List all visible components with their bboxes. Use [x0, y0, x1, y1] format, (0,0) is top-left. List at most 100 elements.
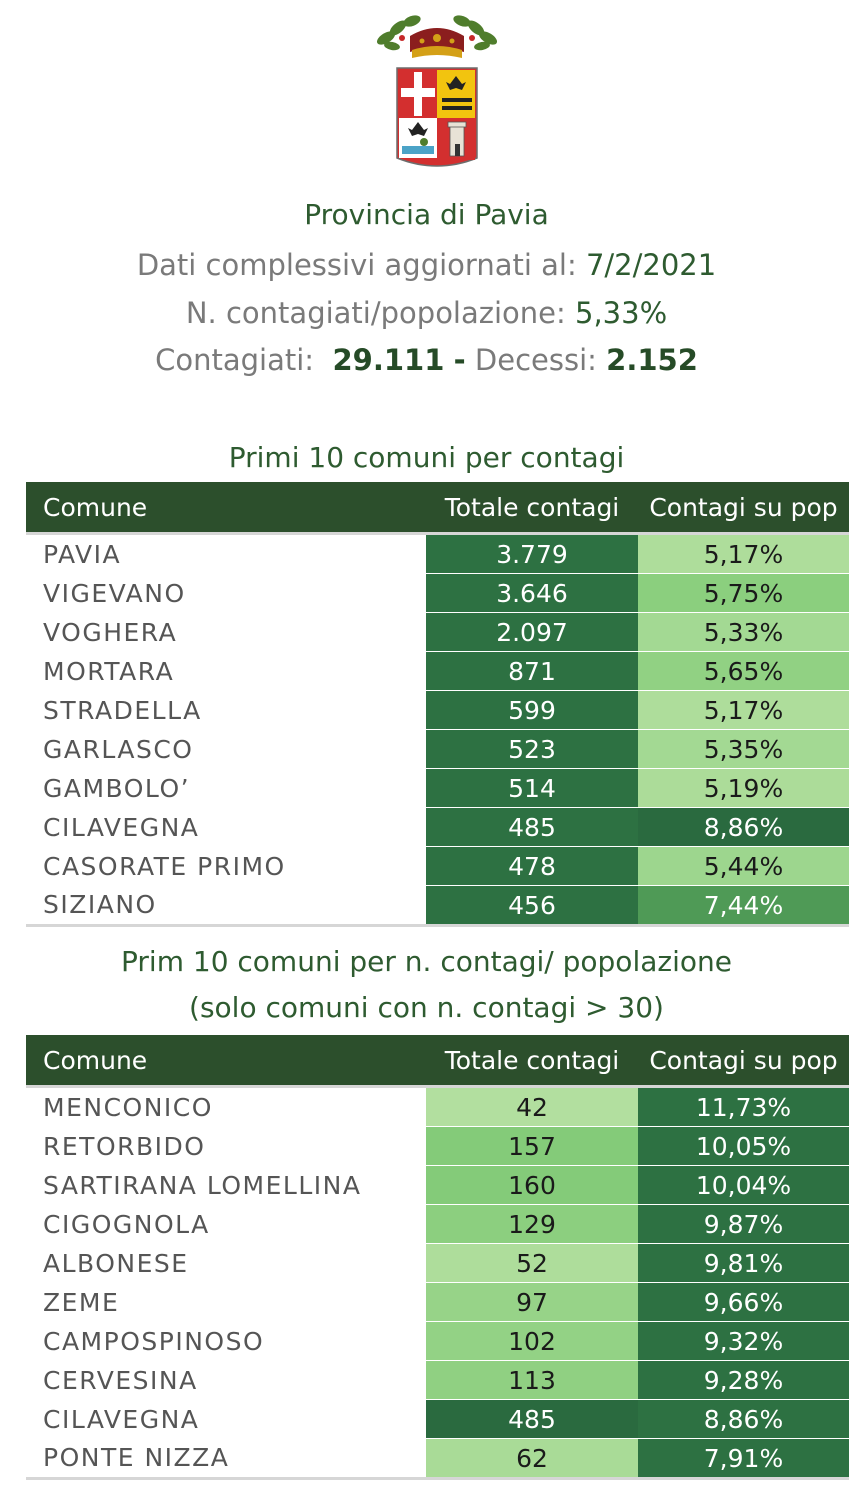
- cell-contagi-su-pop: 8,86%: [638, 807, 849, 847]
- cell-totale-contagi: 160: [426, 1165, 638, 1205]
- cell-contagi-su-pop: 9,87%: [638, 1204, 849, 1244]
- cell-comune: STRADELLA: [26, 690, 426, 730]
- cell-comune: SIZIANO: [26, 885, 426, 927]
- cell-totale-contagi: 2.097: [426, 612, 638, 652]
- cell-totale-contagi: 456: [426, 885, 638, 927]
- cell-contagi-su-pop: 10,04%: [638, 1165, 849, 1205]
- deaths-label: Decessi:: [474, 343, 597, 377]
- updated-label: Dati complessivi aggiornati al:: [136, 248, 577, 282]
- cell-totale-contagi: 62: [426, 1438, 638, 1480]
- cell-totale-contagi: 52: [426, 1243, 638, 1283]
- table-row: PONTE NIZZA 62 7,91%: [26, 1438, 849, 1480]
- table-header-row: Comune Totale contagi Contagi su pop: [26, 1035, 849, 1088]
- table-row: RETORBIDO 157 10,05%: [26, 1126, 849, 1166]
- table1-title: Primi 10 comuni per contagi: [228, 441, 625, 474]
- cell-comune: CERVESINA: [26, 1360, 426, 1400]
- table-row: VIGEVANO 3.646 5,75%: [26, 573, 849, 613]
- cell-totale-contagi: 514: [426, 768, 638, 808]
- cell-totale-contagi: 485: [426, 807, 638, 847]
- table-row: VOGHERA 2.097 5,33%: [26, 612, 849, 652]
- cell-totale-contagi: 599: [426, 690, 638, 730]
- table-row: GAMBOLO’ 514 5,19%: [26, 768, 849, 808]
- cell-totale-contagi: 3.646: [426, 573, 638, 613]
- table-row: CASORATE PRIMO 478 5,44%: [26, 846, 849, 886]
- cell-totale-contagi: 97: [426, 1282, 638, 1322]
- ratio-line: N. contagiati/popolazione: 5,33%: [0, 296, 853, 330]
- page-title: Provincia di Pavia: [304, 198, 549, 231]
- column-header-pct: Contagi su pop: [638, 482, 849, 535]
- cell-totale-contagi: 157: [426, 1126, 638, 1166]
- cell-comune: MORTARA: [26, 651, 426, 691]
- cell-contagi-su-pop: 5,17%: [638, 690, 849, 730]
- cell-contagi-su-pop: 5,75%: [638, 573, 849, 613]
- deaths-value: 2.152: [606, 343, 698, 377]
- table-row: CERVESINA 113 9,28%: [26, 1360, 849, 1400]
- cell-totale-contagi: 871: [426, 651, 638, 691]
- table-row: SARTIRANA LOMELLINA 160 10,04%: [26, 1165, 849, 1205]
- cell-totale-contagi: 478: [426, 846, 638, 886]
- table-row: PAVIA 3.779 5,17%: [26, 533, 849, 574]
- cell-contagi-su-pop: 5,33%: [638, 612, 849, 652]
- cell-contagi-su-pop: 5,17%: [638, 533, 849, 574]
- cell-comune: CASORATE PRIMO: [26, 846, 426, 886]
- column-header-pct: Contagi su pop: [638, 1035, 849, 1088]
- cell-contagi-su-pop: 5,44%: [638, 846, 849, 886]
- table-row: CAMPOSPINOSO 102 9,32%: [26, 1321, 849, 1361]
- table-row: ALBONESE 52 9,81%: [26, 1243, 849, 1283]
- table-row: CIGOGNOLA 129 9,87%: [26, 1204, 849, 1244]
- table-row: STRADELLA 599 5,17%: [26, 690, 849, 730]
- ratio-label: N. contagiati/popolazione:: [185, 296, 566, 330]
- infected-label: Contagiati:: [155, 343, 315, 377]
- cell-comune: PAVIA: [26, 533, 426, 574]
- cell-totale-contagi: 485: [426, 1399, 638, 1439]
- table-row: MENCONICO 42 11,73%: [26, 1086, 849, 1127]
- table-row: SIZIANO 456 7,44%: [26, 885, 849, 927]
- cell-comune: CILAVEGNA: [26, 1399, 426, 1439]
- cell-contagi-su-pop: 5,35%: [638, 729, 849, 769]
- updated-line: Dati complessivi aggiornati al: 7/2/2021: [0, 248, 853, 282]
- column-header-comune: Comune: [26, 1035, 426, 1088]
- totals-line: Contagiati: 29.111 - Decessi: 2.152: [0, 343, 853, 377]
- cell-contagi-su-pop: 11,73%: [638, 1086, 849, 1127]
- cell-comune: VOGHERA: [26, 612, 426, 652]
- cell-totale-contagi: 42: [426, 1086, 638, 1127]
- table-header-row: Comune Totale contagi Contagi su pop: [26, 482, 849, 535]
- table-row: CILAVEGNA 485 8,86%: [26, 1399, 849, 1439]
- cell-comune: CIGOGNOLA: [26, 1204, 426, 1244]
- cell-comune: RETORBIDO: [26, 1126, 426, 1166]
- cell-contagi-su-pop: 9,28%: [638, 1360, 849, 1400]
- cell-comune: ZEME: [26, 1282, 426, 1322]
- cell-comune: GAMBOLO’: [26, 768, 426, 808]
- column-header-comune: Comune: [26, 482, 426, 535]
- top-ratio-table: Comune Totale contagi Contagi su pop MEN…: [26, 1035, 849, 1480]
- cell-contagi-su-pop: 8,86%: [638, 1399, 849, 1439]
- cell-contagi-su-pop: 7,91%: [638, 1438, 849, 1480]
- cell-contagi-su-pop: 9,32%: [638, 1321, 849, 1361]
- column-header-totale: Totale contagi: [426, 482, 638, 535]
- cell-contagi-su-pop: 9,81%: [638, 1243, 849, 1283]
- table-row: MORTARA 871 5,65%: [26, 651, 849, 691]
- infected-value: 29.111: [332, 343, 445, 377]
- updated-date: 7/2/2021: [585, 248, 717, 282]
- cell-totale-contagi: 102: [426, 1321, 638, 1361]
- cell-totale-contagi: 113: [426, 1360, 638, 1400]
- cell-contagi-su-pop: 9,66%: [638, 1282, 849, 1322]
- cell-contagi-su-pop: 5,19%: [638, 768, 849, 808]
- cell-comune: MENCONICO: [26, 1086, 426, 1127]
- table-row: GARLASCO 523 5,35%: [26, 729, 849, 769]
- ratio-value: 5,33%: [575, 296, 668, 330]
- cell-comune: CAMPOSPINOSO: [26, 1321, 426, 1361]
- cell-comune: CILAVEGNA: [26, 807, 426, 847]
- cell-totale-contagi: 129: [426, 1204, 638, 1244]
- cell-contagi-su-pop: 5,65%: [638, 651, 849, 691]
- cell-comune: VIGEVANO: [26, 573, 426, 613]
- cell-comune: GARLASCO: [26, 729, 426, 769]
- cell-totale-contagi: 3.779: [426, 533, 638, 574]
- table2-title-line2: (solo comuni con n. contagi > 30): [189, 991, 664, 1024]
- cell-comune: PONTE NIZZA: [26, 1438, 426, 1480]
- cell-comune: SARTIRANA LOMELLINA: [26, 1165, 426, 1205]
- cell-comune: ALBONESE: [26, 1243, 426, 1283]
- table-row: CILAVEGNA 485 8,86%: [26, 807, 849, 847]
- province-coat-of-arms-emblem: [376, 15, 498, 167]
- table-row: ZEME 97 9,66%: [26, 1282, 849, 1322]
